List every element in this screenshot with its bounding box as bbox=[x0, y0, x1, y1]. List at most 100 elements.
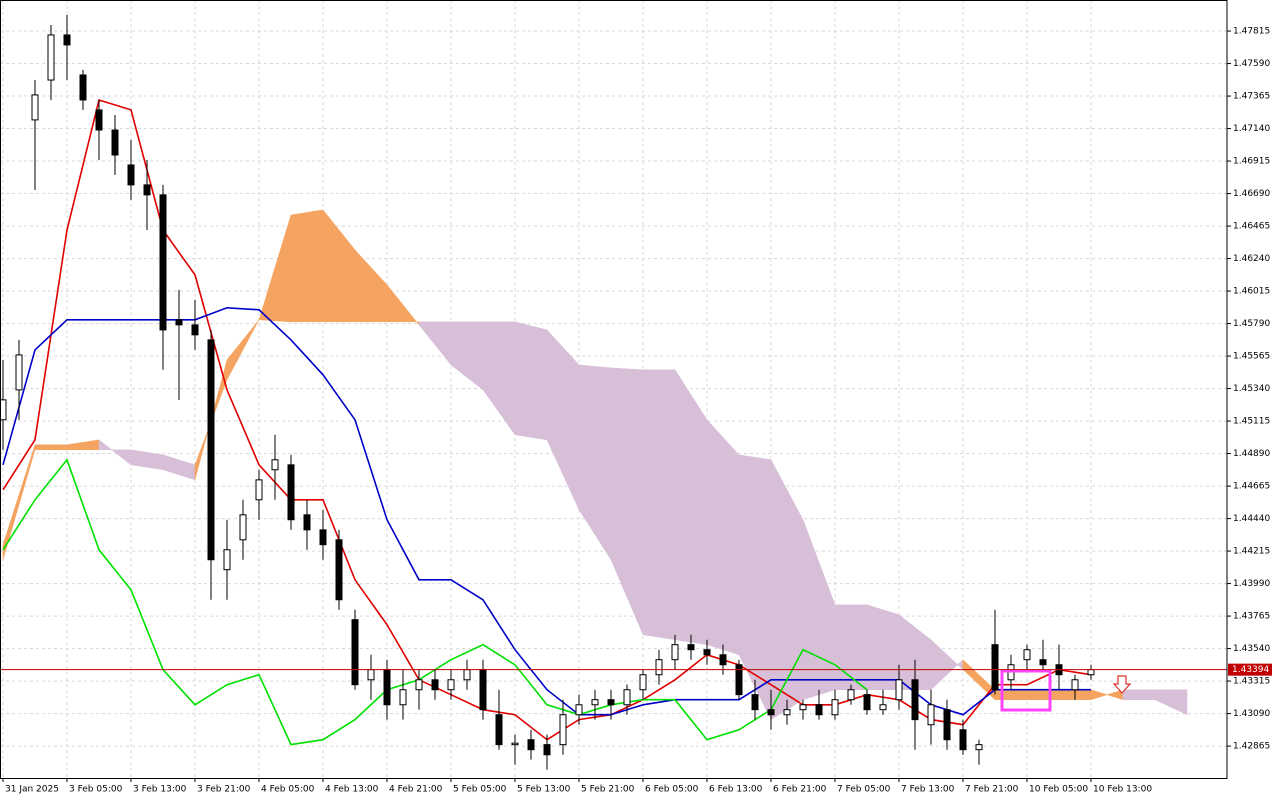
candle-body bbox=[735, 664, 743, 696]
y-tick-label: 1.43090 bbox=[1233, 709, 1270, 719]
y-tick-label: 1.43765 bbox=[1233, 612, 1270, 622]
candle-body bbox=[287, 464, 295, 521]
candle-body bbox=[575, 704, 583, 716]
y-tick-label: 1.46690 bbox=[1233, 189, 1270, 199]
cloud-segment bbox=[642, 369, 676, 641]
candle-body bbox=[335, 539, 343, 601]
candle-body bbox=[559, 714, 567, 746]
x-tick-label: 4 Feb 13:00 bbox=[325, 785, 379, 795]
candle-body bbox=[1087, 669, 1095, 676]
candle-body bbox=[815, 704, 823, 716]
x-tick-label: 7 Feb 21:00 bbox=[965, 785, 1019, 795]
candle-body bbox=[703, 649, 711, 656]
y-tick-label: 1.44440 bbox=[1233, 514, 1270, 524]
candles bbox=[0, 15, 1095, 770]
candle-body bbox=[671, 644, 679, 661]
candle-body bbox=[463, 669, 471, 681]
candle-body bbox=[159, 194, 167, 331]
y-tick-label: 1.47590 bbox=[1233, 59, 1270, 69]
y-tick-label: 1.44665 bbox=[1233, 482, 1270, 492]
candle-body bbox=[479, 669, 487, 711]
candle-body bbox=[319, 529, 327, 546]
cloud-segment bbox=[226, 319, 260, 380]
candle-body bbox=[239, 514, 247, 541]
plot-frame bbox=[0, 0, 1228, 779]
y-tick-label: 1.43990 bbox=[1233, 579, 1270, 589]
x-tick-label: 4 Feb 21:00 bbox=[389, 785, 443, 795]
candle-body bbox=[975, 744, 983, 751]
y-tick-label: 1.45340 bbox=[1233, 384, 1270, 394]
cloud-segment bbox=[514, 321, 548, 441]
x-tick-label: 6 Feb 21:00 bbox=[773, 785, 827, 795]
candle-body bbox=[655, 659, 663, 676]
candle-body bbox=[607, 699, 615, 706]
cloud-segment bbox=[1026, 689, 1060, 700]
highlight-box bbox=[1000, 669, 1052, 712]
cloud-segment bbox=[1122, 689, 1156, 700]
candle-body bbox=[863, 694, 871, 711]
candle-body bbox=[399, 689, 407, 706]
candle-body bbox=[639, 674, 647, 691]
candle-body bbox=[1071, 679, 1079, 691]
candle-body bbox=[95, 109, 103, 131]
x-tick-label: 3 Feb 05:00 bbox=[69, 785, 123, 795]
x-tick-label: 10 Feb 13:00 bbox=[1093, 785, 1152, 795]
candle-body bbox=[831, 699, 839, 716]
x-tick-label: 7 Feb 05:00 bbox=[837, 785, 891, 795]
candle-body bbox=[79, 74, 87, 101]
candle-body bbox=[527, 739, 535, 751]
candle-body bbox=[207, 339, 215, 561]
candle-body bbox=[383, 669, 391, 706]
x-tick-label: 6 Feb 05:00 bbox=[645, 785, 699, 795]
candle-body bbox=[751, 694, 759, 711]
y-tick-label: 1.44215 bbox=[1233, 547, 1270, 557]
x-tick-label: 10 Feb 05:00 bbox=[1029, 785, 1088, 795]
y-tick-label: 1.45790 bbox=[1233, 319, 1270, 329]
last-price-tag bbox=[1228, 663, 1272, 676]
candle-body bbox=[31, 94, 39, 121]
y-tick-label: 1.46240 bbox=[1233, 254, 1270, 264]
x-tick-label: 4 Feb 05:00 bbox=[261, 785, 315, 795]
candle-body bbox=[255, 479, 263, 501]
cloud-segment bbox=[34, 444, 68, 451]
candle-body bbox=[687, 644, 695, 651]
y-tick-label: 1.45115 bbox=[1233, 417, 1270, 427]
y-tick-label: 1.42865 bbox=[1233, 742, 1270, 752]
candle-body bbox=[799, 704, 807, 711]
cloud bbox=[2, 209, 1188, 721]
candle-body bbox=[991, 644, 999, 691]
candle-body bbox=[15, 354, 23, 391]
cloud-segment bbox=[994, 689, 1028, 700]
sell-arrow bbox=[1112, 675, 1132, 694]
candle-body bbox=[47, 34, 55, 81]
candle-body bbox=[719, 654, 727, 666]
candle-body bbox=[303, 514, 311, 531]
y-tick-label: 1.45565 bbox=[1233, 352, 1270, 362]
candle-body bbox=[271, 459, 279, 471]
cloud-segment bbox=[1154, 689, 1188, 716]
candle-body bbox=[63, 34, 71, 46]
candle-body bbox=[351, 619, 359, 686]
candle-body bbox=[543, 744, 551, 756]
y-tick-label: 1.47815 bbox=[1233, 27, 1270, 37]
y-tick-label: 1.46915 bbox=[1233, 157, 1270, 167]
candle-body bbox=[175, 319, 183, 326]
y-tick-label: 1.46015 bbox=[1233, 287, 1270, 297]
candle-body bbox=[943, 709, 951, 741]
candle-body bbox=[127, 164, 135, 186]
x-tick-label: 3 Feb 21:00 bbox=[197, 785, 251, 795]
candle-body bbox=[191, 324, 199, 336]
cloud-segment bbox=[290, 209, 324, 323]
candle-body bbox=[111, 129, 119, 156]
candle-body bbox=[495, 714, 503, 746]
candle-body bbox=[591, 699, 599, 706]
x-tick-label: 5 Feb 21:00 bbox=[581, 785, 635, 795]
candle-body bbox=[447, 679, 455, 691]
y-tick-label: 1.46465 bbox=[1233, 222, 1270, 232]
x-tick-label: 7 Feb 13:00 bbox=[901, 785, 955, 795]
candle-body bbox=[415, 679, 423, 691]
candle-body bbox=[367, 669, 375, 681]
candle-body bbox=[767, 709, 775, 716]
